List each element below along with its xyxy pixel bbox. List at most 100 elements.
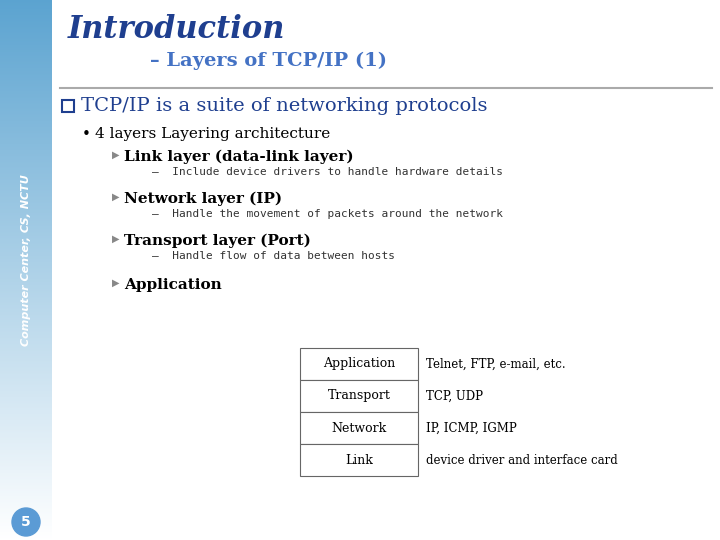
Bar	[0, 128, 52, 129]
Bar	[0, 136, 52, 137]
Bar	[0, 351, 52, 352]
Bar	[0, 492, 52, 493]
Bar	[0, 40, 52, 41]
Bar	[0, 93, 52, 94]
Bar	[0, 314, 52, 315]
Bar	[0, 174, 52, 175]
Bar	[0, 137, 52, 138]
Bar	[0, 117, 52, 118]
Bar	[0, 461, 52, 462]
Bar	[0, 213, 52, 214]
Bar	[0, 385, 52, 386]
Bar	[0, 113, 52, 114]
Bar	[0, 370, 52, 371]
Bar	[0, 411, 52, 412]
Bar	[0, 395, 52, 396]
Bar	[62, 100, 74, 112]
Bar	[0, 43, 52, 44]
Bar	[0, 294, 52, 295]
Bar	[0, 362, 52, 363]
Bar	[0, 328, 52, 329]
Bar	[0, 415, 52, 416]
Bar	[300, 412, 418, 444]
Bar	[0, 166, 52, 167]
Bar	[0, 529, 52, 530]
Bar	[0, 340, 52, 341]
Text: IP, ICMP, IGMP: IP, ICMP, IGMP	[426, 422, 517, 435]
Text: Network: Network	[331, 422, 387, 435]
Bar	[0, 11, 52, 12]
Bar	[0, 108, 52, 109]
Bar	[0, 276, 52, 277]
Bar	[0, 535, 52, 536]
Bar	[0, 277, 52, 278]
Bar	[0, 270, 52, 271]
Bar	[0, 9, 52, 10]
Bar	[0, 176, 52, 177]
Bar	[0, 204, 52, 205]
Bar	[0, 396, 52, 397]
Bar	[0, 358, 52, 359]
Bar	[0, 532, 52, 533]
Bar	[0, 45, 52, 46]
Bar	[0, 429, 52, 430]
Bar	[0, 212, 52, 213]
Bar	[0, 409, 52, 410]
Bar	[0, 57, 52, 58]
Bar	[0, 468, 52, 469]
Bar	[0, 282, 52, 283]
Bar	[0, 274, 52, 275]
Bar	[0, 435, 52, 436]
Bar	[0, 181, 52, 182]
Bar	[0, 7, 52, 8]
Bar	[0, 12, 52, 13]
Bar	[0, 3, 52, 4]
Bar	[0, 403, 52, 404]
Bar	[0, 125, 52, 126]
Bar	[0, 24, 52, 25]
Bar	[0, 94, 52, 95]
Bar	[0, 17, 52, 18]
Bar	[0, 281, 52, 282]
Bar	[0, 200, 52, 201]
Bar	[0, 6, 52, 7]
Bar	[0, 255, 52, 256]
Bar	[0, 448, 52, 449]
Bar	[0, 518, 52, 519]
Bar	[0, 90, 52, 91]
Bar	[0, 112, 52, 113]
Bar	[0, 173, 52, 174]
Bar	[0, 27, 52, 28]
Bar	[0, 323, 52, 324]
Bar	[0, 490, 52, 491]
Bar	[0, 292, 52, 293]
Bar	[0, 347, 52, 348]
Bar	[0, 163, 52, 164]
Bar	[0, 132, 52, 133]
Bar	[0, 350, 52, 351]
Bar	[0, 408, 52, 409]
Bar	[0, 457, 52, 458]
Bar	[0, 1, 52, 2]
Bar	[0, 63, 52, 64]
Bar	[0, 172, 52, 173]
Bar	[0, 256, 52, 257]
Bar	[0, 431, 52, 432]
Bar	[0, 28, 52, 29]
Bar	[0, 346, 52, 347]
Bar	[0, 405, 52, 406]
Bar	[0, 482, 52, 483]
Bar	[0, 67, 52, 68]
Bar	[0, 386, 52, 387]
Bar	[0, 467, 52, 468]
Bar	[0, 343, 52, 344]
Bar	[0, 97, 52, 98]
Bar	[0, 508, 52, 509]
Bar	[0, 275, 52, 276]
Bar	[0, 203, 52, 204]
Bar	[0, 495, 52, 496]
Bar	[0, 251, 52, 252]
Bar	[0, 206, 52, 207]
Bar	[0, 210, 52, 211]
Bar	[0, 444, 52, 445]
